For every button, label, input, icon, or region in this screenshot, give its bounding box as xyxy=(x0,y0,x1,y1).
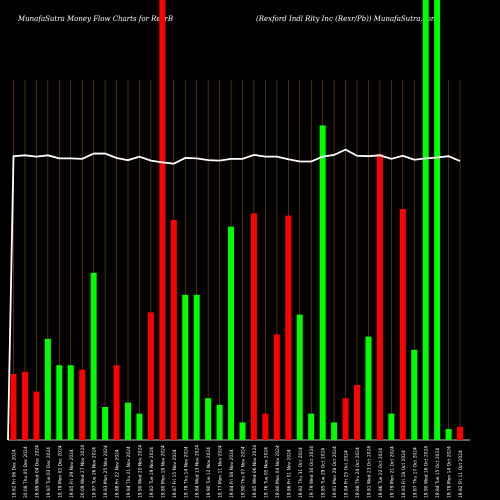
x-tick-label: 19.97 Tue 26 Nov 2024 xyxy=(92,447,98,498)
x-tick-label: 19.86 Tue 22 Oct 2024 xyxy=(378,448,384,498)
bar xyxy=(136,413,143,440)
bar xyxy=(376,154,383,440)
bar xyxy=(125,402,131,440)
bar xyxy=(342,398,349,440)
bar xyxy=(273,334,280,440)
x-tick-label: 19.78 Mon 14 Oct 2024 xyxy=(447,446,453,498)
bar xyxy=(44,338,51,440)
x-tick-label: 19.81 Wed 23 Oct 2024 xyxy=(366,446,372,498)
x-tick-label: 19.78 Mon 02 Dec 2024 xyxy=(57,445,63,498)
x-tick-label: 19.90 Tue 12 Nov 2024 xyxy=(206,447,212,498)
bar xyxy=(182,294,189,440)
tick-labels: 19.62 Fri 06 Dec 2024 20.08 Thu 05 Dec 20… xyxy=(12,445,465,498)
bar xyxy=(67,365,74,440)
bar xyxy=(228,226,235,440)
chart-title: MunafaSutra Money Flow Charts for RexrB xyxy=(18,15,173,23)
bar xyxy=(445,429,452,440)
x-tick-label: 19.80 Mon 04 Nov 2024 xyxy=(275,445,281,498)
bar xyxy=(285,215,292,440)
bar xyxy=(296,314,303,440)
x-tick-label: 19.85 Tue 29 Oct 2024 xyxy=(321,448,327,498)
x-tick-label: 19.85 Wed 06 Nov 2024 xyxy=(252,445,258,498)
x-tick-label: 20.09 Wed 27 Nov 2024 xyxy=(80,445,86,498)
x-tick-label: 19.88 Fri 22 Nov 2024 xyxy=(115,449,121,498)
bar xyxy=(170,220,177,440)
bar xyxy=(388,413,395,440)
bar xyxy=(457,426,464,440)
x-tick-label: 19.87 Thu 17 Oct 2024 xyxy=(412,447,418,498)
x-tick-label: 19.83 Mon 25 Nov 2024 xyxy=(103,445,109,498)
x-tick-label: 19.82 Tue 19 Nov 2024 xyxy=(149,447,155,498)
bar xyxy=(10,374,17,440)
bar xyxy=(434,0,441,440)
bar xyxy=(90,272,97,440)
x-tick-label: 19.78 Thu 14 Nov 2024 xyxy=(183,446,189,498)
bar xyxy=(159,0,166,440)
x-tick-label: 19.84 Fri 25 Oct 2024 xyxy=(344,450,350,498)
x-tick-label: 19.79 Mon 21 Oct 2024 xyxy=(389,446,395,498)
x-tick-label: 19.86 Fri 01 Nov 2024 xyxy=(286,449,292,498)
x-tick-label: 19.89 Wed 04 Dec 2024 xyxy=(34,445,40,498)
x-tick-label: 19.91 Mon 28 Oct 2024 xyxy=(332,446,338,498)
x-tick-label: 19.83 Fri 18 Oct 2024 xyxy=(401,450,407,498)
bar xyxy=(262,413,269,440)
bar xyxy=(102,407,109,440)
x-tick-label: 19.84 Fri 08 Nov 2024 xyxy=(229,449,235,498)
x-tick-label: 20.08 Thu 05 Dec 2024 xyxy=(23,446,29,498)
x-tick-label: 19.87 Fri 15 Nov 2024 xyxy=(172,449,178,498)
x-tick-label: 19.76 Tue 05 Nov 2024 xyxy=(263,447,269,498)
x-tick-label: 19.82 Thu 31 Oct 2024 xyxy=(298,447,304,498)
x-tick-label: 19.90 Wed 20 Nov 2024 xyxy=(137,445,143,498)
bar xyxy=(113,365,120,440)
bar xyxy=(56,365,63,440)
x-tick-label: 19.77 Mon 11 Nov 2024 xyxy=(218,445,224,498)
bar xyxy=(308,413,315,440)
x-tick-label: 19.88 Thu 24 Oct 2024 xyxy=(355,447,361,498)
x-tick-label: 19.90 Thu 07 Nov 2024 xyxy=(241,446,247,498)
bar xyxy=(239,422,246,440)
bar xyxy=(422,0,429,440)
x-tick-label: 19.84 Tue 15 Oct 2024 xyxy=(435,448,441,498)
bar xyxy=(331,422,338,440)
flow-line xyxy=(7,148,461,441)
bar xyxy=(319,125,326,441)
x-tick-label: 19.87 Tue 03 Dec 2024 xyxy=(46,447,52,498)
x-tick-label: 19.79 Wed 30 Oct 2024 xyxy=(309,446,315,498)
chart-subtitle: (Rexford Indl Rlty Inc (Rexr/Pb)) Munafa… xyxy=(256,15,438,23)
bar xyxy=(205,398,212,440)
bar xyxy=(399,209,406,440)
x-tick-label: 19.84 Wed 13 Nov 2024 xyxy=(195,445,201,498)
bars xyxy=(10,0,464,441)
bar xyxy=(21,371,28,440)
bar xyxy=(365,336,372,440)
bar xyxy=(79,369,86,440)
x-tick-label: 19.62 Fri 06 Dec 2024 xyxy=(12,449,18,498)
bar xyxy=(250,213,257,440)
bar xyxy=(354,385,360,440)
x-tick-label: 19.82 Fri 11 Oct 2024 xyxy=(458,450,464,498)
x-tick-label: 19.85 Fri 29 Nov 2024 xyxy=(69,449,75,498)
bar xyxy=(33,391,40,440)
bar xyxy=(216,404,223,440)
x-tick-label: 19.90 Wed 16 Oct 2024 xyxy=(424,446,430,498)
bar xyxy=(193,294,200,440)
x-tick-label: 19.84 Thu 21 Nov 2024 xyxy=(126,446,132,498)
bar xyxy=(411,349,418,440)
flow-line-layer xyxy=(7,148,461,441)
x-tick-label: 19.80 Mon 18 Nov 2024 xyxy=(160,445,166,498)
bar xyxy=(147,312,154,440)
